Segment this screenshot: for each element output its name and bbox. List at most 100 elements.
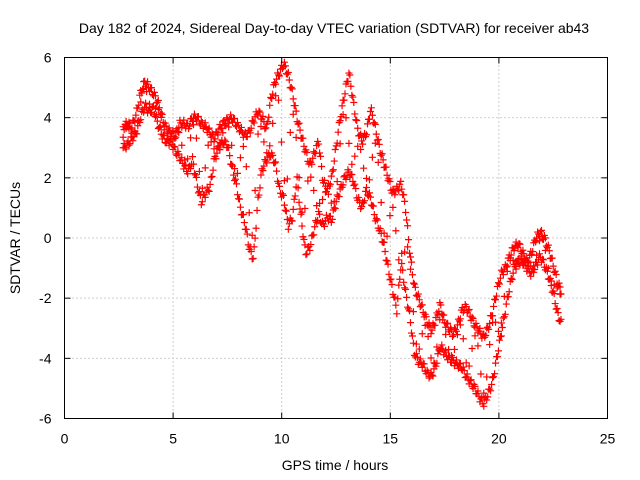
data-point xyxy=(280,201,288,209)
tick-layer: 0 5 10 15 20 25 -6 -4 -2 0 2 4 6 xyxy=(39,50,615,447)
data-point xyxy=(401,197,409,205)
data-point xyxy=(483,373,491,381)
data-point xyxy=(494,327,502,335)
x-tick-label: 20 xyxy=(491,431,507,447)
data-point xyxy=(398,185,406,193)
y-tick-label: 4 xyxy=(44,110,52,126)
data-point xyxy=(386,276,394,284)
data-point xyxy=(190,121,198,129)
data-point xyxy=(467,376,475,384)
data-point xyxy=(527,272,535,280)
data-point xyxy=(226,152,234,160)
data-point xyxy=(383,171,391,179)
data-point xyxy=(404,303,412,311)
data-point xyxy=(180,116,188,124)
data-point xyxy=(445,346,453,354)
data-point xyxy=(155,104,163,112)
data-point xyxy=(151,113,159,121)
data-point xyxy=(494,279,502,287)
data-point xyxy=(363,120,371,128)
data-point xyxy=(409,308,417,316)
data-point xyxy=(346,71,354,79)
data-point xyxy=(541,234,549,242)
data-point xyxy=(370,119,378,127)
data-point xyxy=(412,350,420,358)
data-point xyxy=(336,117,344,125)
data-point xyxy=(249,117,257,125)
data-point xyxy=(450,345,458,353)
data-point xyxy=(205,187,213,195)
data-point xyxy=(464,307,472,315)
data-point xyxy=(147,108,155,116)
data-point xyxy=(493,353,501,361)
data-point xyxy=(239,211,247,219)
data-point xyxy=(234,191,241,199)
data-point xyxy=(376,225,384,233)
data-point xyxy=(351,110,359,118)
data-point xyxy=(288,85,296,93)
data-point xyxy=(187,134,195,142)
data-point xyxy=(402,208,410,216)
data-point xyxy=(272,80,280,88)
data-point xyxy=(485,325,493,333)
data-point xyxy=(372,215,380,223)
data-point xyxy=(529,248,537,256)
data-point xyxy=(295,174,303,182)
data-point xyxy=(370,211,378,219)
data-point xyxy=(497,332,505,340)
data-point xyxy=(315,140,323,148)
data-point xyxy=(269,119,277,127)
data-point xyxy=(520,250,528,258)
data-point xyxy=(306,246,314,254)
data-point xyxy=(510,247,518,255)
data-point xyxy=(403,216,411,224)
data-point xyxy=(300,142,308,150)
data-point xyxy=(307,173,315,181)
data-point xyxy=(216,146,224,154)
data-point xyxy=(378,150,386,158)
data-point xyxy=(493,292,501,300)
data-point xyxy=(452,327,460,335)
data-point xyxy=(285,76,293,84)
data-point xyxy=(407,258,415,266)
data-point xyxy=(259,112,267,120)
data-point xyxy=(171,143,179,151)
data-point xyxy=(489,374,497,382)
data-point xyxy=(353,117,361,125)
data-point xyxy=(255,191,263,199)
data-point xyxy=(235,195,243,203)
data-point xyxy=(407,319,414,327)
data-point xyxy=(476,324,484,332)
data-point xyxy=(373,136,381,144)
y-axis-label: SDTVAR / TECUs xyxy=(7,182,23,294)
data-point xyxy=(403,293,411,301)
data-point xyxy=(388,280,396,288)
data-point xyxy=(492,318,500,326)
data-point xyxy=(348,91,356,99)
data-point xyxy=(351,152,359,160)
data-point xyxy=(502,300,510,308)
data-point xyxy=(175,150,183,158)
data-point xyxy=(232,175,240,183)
data-point xyxy=(469,314,477,322)
data-point xyxy=(269,151,277,159)
data-point xyxy=(341,90,349,98)
data-point xyxy=(197,117,205,125)
data-point xyxy=(174,127,182,135)
data-point xyxy=(204,186,212,194)
data-point xyxy=(392,301,400,309)
data-point xyxy=(415,345,423,353)
x-tick-label: 0 xyxy=(61,431,69,447)
data-point xyxy=(425,319,433,327)
data-point xyxy=(259,167,267,175)
data-point xyxy=(547,277,555,285)
data-point xyxy=(544,241,552,249)
data-point xyxy=(401,248,409,256)
data-point xyxy=(204,125,212,133)
data-point xyxy=(340,96,348,104)
data-point xyxy=(345,139,353,147)
data-point xyxy=(428,371,436,379)
data-point xyxy=(407,265,414,273)
data-point xyxy=(482,331,490,339)
